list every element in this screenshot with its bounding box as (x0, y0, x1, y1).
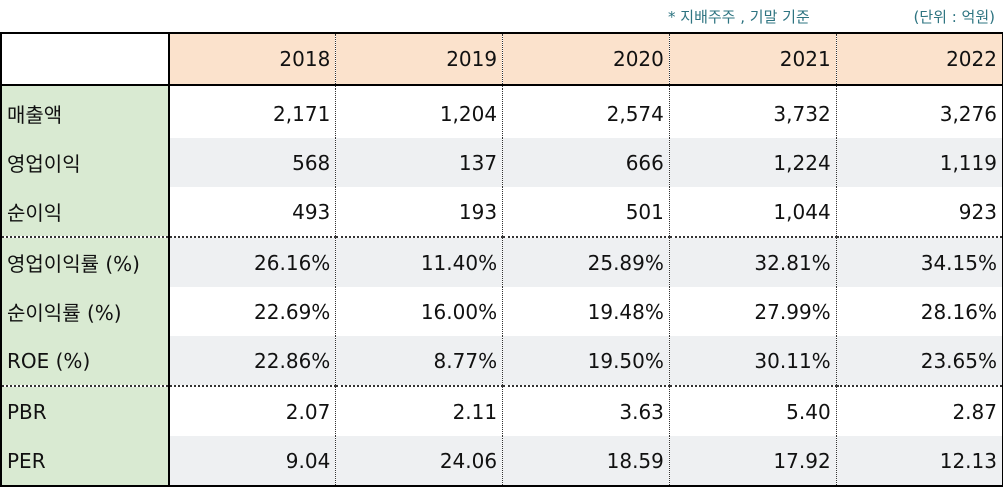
year-header: 2021 (669, 32, 837, 86)
table-row: 순이익률 (%) 22.69% 16.00% 19.48% 27.99% 28.… (0, 287, 1003, 336)
table-row: 순이익 493 193 501 1,044 923 (0, 187, 1003, 237)
header-corner-cell (0, 32, 170, 86)
value-cell: 32.81% (669, 236, 837, 287)
value-cell: 12.13 (836, 436, 1003, 487)
value-cell: 19.48% (502, 287, 670, 336)
value-cell: 137 (335, 138, 504, 187)
value-cell: 17.92 (669, 436, 837, 487)
unit-note: (단위 : 억원) (913, 8, 996, 26)
table-row: ROE (%) 22.86% 8.77% 19.50% 30.11% 23.65… (0, 336, 1003, 386)
row-label: 매출액 (0, 89, 170, 138)
table-row: PBR 2.07 2.11 3.63 5.40 2.87 (0, 385, 1003, 436)
row-label: 영업이익 (0, 138, 170, 187)
table-notes: * 지배주주 , 기말 기준 (단위 : 억원) (0, 6, 1003, 28)
value-cell: 2,574 (502, 89, 670, 138)
value-cell: 8.77% (335, 336, 504, 386)
row-label: 순이익 (0, 187, 170, 237)
value-cell: 2.87 (836, 385, 1003, 436)
value-cell: 24.06 (335, 436, 504, 487)
row-label: PBR (0, 385, 170, 436)
value-cell: 26.16% (169, 236, 337, 287)
table-row: 영업이익률 (%) 26.16% 11.40% 25.89% 32.81% 34… (0, 236, 1003, 287)
header-row: 2018 2019 2020 2021 2022 (0, 32, 1003, 86)
year-header: 2019 (335, 32, 504, 86)
row-label: ROE (%) (0, 336, 170, 386)
value-cell: 27.99% (669, 287, 837, 336)
value-cell: 23.65% (836, 336, 1003, 386)
table-row: 영업이익 568 137 666 1,224 1,119 (0, 138, 1003, 187)
value-cell: 501 (502, 187, 670, 237)
value-cell: 666 (502, 138, 670, 187)
value-cell: 16.00% (335, 287, 504, 336)
value-cell: 2,171 (169, 89, 337, 138)
value-cell: 493 (169, 187, 337, 237)
value-cell: 1,224 (669, 138, 837, 187)
value-cell: 28.16% (836, 287, 1003, 336)
value-cell: 1,204 (335, 89, 504, 138)
table-row: 매출액 2,171 1,204 2,574 3,732 3,276 (0, 89, 1003, 138)
value-cell: 923 (836, 187, 1003, 237)
value-cell: 3.63 (502, 385, 670, 436)
row-label: 순이익률 (%) (0, 287, 170, 336)
value-cell: 2.11 (335, 385, 504, 436)
value-cell: 2.07 (169, 385, 337, 436)
value-cell: 5.40 (669, 385, 837, 436)
value-cell: 193 (335, 187, 504, 237)
value-cell: 30.11% (669, 336, 837, 386)
table-row: PER 9.04 24.06 18.59 17.92 12.13 (0, 436, 1003, 487)
value-cell: 3,276 (836, 89, 1003, 138)
value-cell: 25.89% (502, 236, 670, 287)
value-cell: 19.50% (502, 336, 670, 386)
row-label: PER (0, 436, 170, 487)
year-header: 2020 (502, 32, 670, 86)
financial-table: 2018 2019 2020 2021 2022 매출액 2,171 1,204… (0, 32, 1003, 487)
value-cell: 3,732 (669, 89, 837, 138)
value-cell: 22.86% (169, 336, 337, 386)
value-cell: 568 (169, 138, 337, 187)
row-label: 영업이익률 (%) (0, 236, 170, 287)
header-gap-row (0, 85, 1003, 89)
value-cell: 1,119 (836, 138, 1003, 187)
value-cell: 9.04 (169, 436, 337, 487)
value-cell: 1,044 (669, 187, 837, 237)
year-header: 2022 (836, 32, 1003, 86)
basis-note: * 지배주주 , 기말 기준 (668, 8, 810, 26)
value-cell: 34.15% (836, 236, 1003, 287)
value-cell: 18.59 (502, 436, 670, 487)
year-header: 2018 (169, 32, 337, 86)
value-cell: 22.69% (169, 287, 337, 336)
value-cell: 11.40% (335, 236, 504, 287)
